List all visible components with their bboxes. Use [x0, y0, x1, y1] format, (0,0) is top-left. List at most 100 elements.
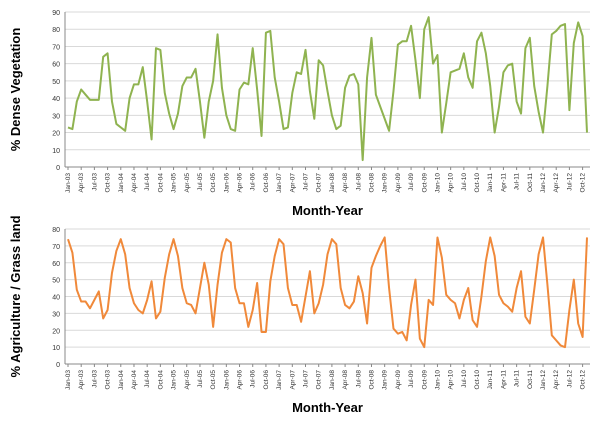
- x-tick-label: Jul-08: [355, 370, 362, 388]
- x-tick-label: Apr-06: [237, 370, 244, 390]
- y-tick-label: 70: [52, 244, 60, 251]
- x-tick-label: Oct-08: [368, 173, 375, 193]
- x-tick-label: Oct-12: [580, 173, 587, 193]
- y-axis-title: % Dense Vegetation: [8, 28, 23, 152]
- x-tick-label: Apr-04: [131, 173, 138, 193]
- x-tick-label: Jan-03: [65, 173, 72, 193]
- x-tick-label: Oct-09: [421, 370, 428, 390]
- y-tick-label: 30: [52, 113, 60, 120]
- x-tick-label: Jan-10: [434, 370, 441, 390]
- x-tick-label: Jul-10: [461, 173, 468, 191]
- x-tick-label: Jan-10: [434, 173, 441, 193]
- y-tick-label: 40: [52, 96, 60, 103]
- x-tick-label: Apr-10: [448, 173, 455, 193]
- y-tick-label: 40: [52, 295, 60, 302]
- x-tick-label: Jan-04: [118, 173, 125, 193]
- x-tick-label: Apr-06: [237, 173, 244, 193]
- x-tick-label: Jan-09: [382, 173, 389, 193]
- x-tick-label: Oct-05: [210, 370, 217, 390]
- x-tick-label: Jul-04: [144, 370, 151, 388]
- x-tick-label: Jan-06: [223, 370, 230, 390]
- x-tick-label: Apr-12: [553, 173, 560, 193]
- x-axis-title: Month-Year: [292, 400, 363, 415]
- x-tick-label: Jan-06: [223, 173, 230, 193]
- x-tick-label: Oct-09: [421, 173, 428, 193]
- x-tick-label: Jan-09: [382, 370, 389, 390]
- x-axis-title: Month-Year: [292, 203, 363, 218]
- x-tick-label: Jul-06: [250, 173, 257, 191]
- dense-vegetation-chart: 0 10 20 30 40 50 60 70 80 90 Jan-03 Apr-03 Jul-03 Oct…: [8, 10, 590, 218]
- x-tick-label: Apr-10: [448, 370, 455, 390]
- x-tick-label: Oct-08: [368, 370, 375, 390]
- x-tick-label: Jul-07: [303, 173, 310, 191]
- x-tick-label: Apr-03: [78, 173, 85, 193]
- x-tick-label: Jul-07: [303, 370, 310, 388]
- x-tick-label: Jul-03: [91, 370, 98, 388]
- x-tick-label: Apr-11: [500, 173, 507, 192]
- series-line: [67, 16, 588, 162]
- x-tick-label: Apr-11: [500, 370, 507, 389]
- x-tick-label: Jul-03: [91, 173, 98, 191]
- x-tick-label: Jul-06: [250, 370, 257, 388]
- x-tick-label: Apr-08: [342, 370, 349, 390]
- y-tick-label: 60: [52, 261, 60, 268]
- x-tick-label: Jul-12: [566, 370, 573, 388]
- x-tick-label: Jul-10: [461, 370, 468, 388]
- x-tick-label: Apr-05: [184, 370, 191, 390]
- x-tick-label: Jan-12: [540, 370, 547, 390]
- x-tick-label: Apr-04: [131, 370, 138, 390]
- x-tick-label: Oct-06: [263, 173, 270, 193]
- x-tick-label: Jul-11: [514, 370, 521, 388]
- x-tick-label: Jan-12: [540, 173, 547, 193]
- x-tick-label: Apr-07: [289, 173, 296, 193]
- y-tick-label: 0: [56, 362, 60, 369]
- series-line: [67, 236, 588, 349]
- x-tick-label: Jan-05: [171, 173, 178, 193]
- y-tick-label: 10: [52, 345, 60, 352]
- x-tick-label: Jul-09: [408, 370, 415, 388]
- x-tick-label: Jul-05: [197, 370, 204, 388]
- x-tick-label: Apr-05: [184, 173, 191, 193]
- x-tick-label: Oct-10: [474, 173, 481, 193]
- x-tick-label: Oct-07: [316, 173, 323, 193]
- x-tick-label: Jan-08: [329, 173, 336, 193]
- x-tick-label: Jan-05: [171, 370, 178, 390]
- y-tick-label: 50: [52, 278, 60, 285]
- x-tick-label: Oct-12: [580, 370, 587, 390]
- agriculture-grassland-chart: 0 10 20 30 40 50 60 70 80 Jan-03 Apr-03 Jul-03 Oct-0…: [8, 215, 590, 415]
- x-tick-label: Oct-06: [263, 370, 270, 390]
- x-tick-label: Apr-12: [553, 370, 560, 390]
- x-tick-label: Jul-08: [355, 173, 362, 191]
- x-tick-label: Oct-10: [474, 370, 481, 390]
- y-tick-label: 90: [52, 10, 60, 17]
- y-tick-label: 60: [52, 62, 60, 69]
- x-tick-label: Apr-07: [289, 370, 296, 390]
- x-tick-label: Jul-05: [197, 173, 204, 191]
- x-tick-label: Oct-04: [157, 370, 164, 390]
- x-tick-label: Jul-09: [408, 173, 415, 191]
- x-tick-label: Oct-03: [105, 370, 112, 390]
- x-tick-label: Oct-03: [105, 173, 112, 193]
- x-tick-label: Jan-08: [329, 370, 336, 390]
- x-tick-label: Jan-03: [65, 370, 72, 390]
- x-tick-label: Oct-05: [210, 173, 217, 193]
- x-tick-label: Apr-09: [395, 173, 402, 193]
- y-tick-label: 20: [52, 131, 60, 138]
- x-tick-label: Jul-12: [566, 173, 573, 191]
- y-tick-label: 10: [52, 148, 60, 155]
- x-tick-label: Jan-04: [118, 370, 125, 390]
- x-tick-label: Oct-04: [157, 173, 164, 193]
- y-tick-label: 0: [56, 165, 60, 172]
- y-tick-label: 70: [52, 44, 60, 51]
- x-tick-label: Oct-07: [316, 370, 323, 390]
- x-tick-label: Jul-04: [144, 173, 151, 191]
- x-tick-label: Oct-11: [527, 370, 534, 389]
- x-tick-label: Apr-03: [78, 370, 85, 390]
- y-tick-label: 20: [52, 328, 60, 335]
- x-tick-label: Jul-11: [514, 173, 521, 191]
- x-tick-label: Oct-11: [527, 173, 534, 192]
- x-tick-label: Apr-09: [395, 370, 402, 390]
- y-tick-label: 80: [52, 227, 60, 234]
